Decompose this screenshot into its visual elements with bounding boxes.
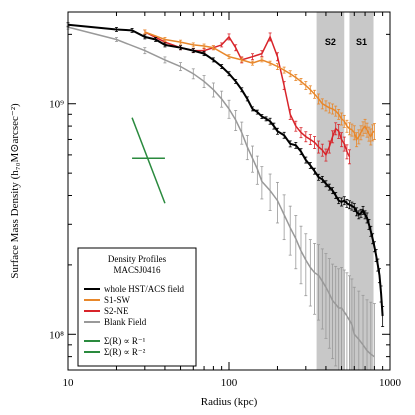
axis-ticks <box>67 12 391 371</box>
series-s1-sw <box>143 29 376 148</box>
band-s2 <box>316 12 345 370</box>
legend-label-s1-sw: S1-SW <box>104 295 131 305</box>
band-label-s1: S1 <box>356 37 367 47</box>
tick-labels: 10 100 1000 10⁸ 10⁹ <box>49 99 401 389</box>
legend-label-s2-ne: S2-NE <box>104 306 129 316</box>
legend-label-reference-2: Σ(R) ∝ R⁻² <box>104 347 146 357</box>
legend-label-blank-field: Blank Field <box>104 317 147 327</box>
x-tick-label: 1000 <box>379 377 402 389</box>
series-blank-field <box>66 24 376 371</box>
shaded-regions: S2 S1 <box>316 12 374 370</box>
y-tick-label: 10⁸ <box>49 329 64 341</box>
series-line-whole-hst-acs-field <box>67 23 384 317</box>
series-line-s1-sw <box>144 31 375 142</box>
x-axis-title: Radius (kpc) <box>201 396 258 408</box>
series-whole-hst-acs-field <box>66 22 385 327</box>
legend-label-whole-hst-acs-field: whole HST/ACS field <box>104 284 184 294</box>
band-s1 <box>349 12 374 370</box>
series-line-s2-ne <box>144 31 351 157</box>
reference-lines <box>131 117 166 204</box>
legend-box <box>77 247 197 367</box>
y-axis-title: Surface Mass Density (h₇₀M⊙arcsec⁻²) <box>9 103 21 279</box>
x-tick-label: 10 <box>63 377 75 389</box>
legend-label-reference-1: Σ(R) ∝ R⁻¹ <box>104 336 146 346</box>
series-line-blank-field <box>67 26 375 358</box>
reference-line-2 <box>131 117 166 204</box>
band-label-s2: S2 <box>325 37 336 47</box>
y-tick-label: 10⁹ <box>49 99 64 111</box>
series-layer <box>66 22 385 371</box>
legend-title: Density Profiles <box>108 254 167 264</box>
x-tick-label: 100 <box>221 377 238 389</box>
legend-title: MACSJ0416 <box>113 265 161 275</box>
